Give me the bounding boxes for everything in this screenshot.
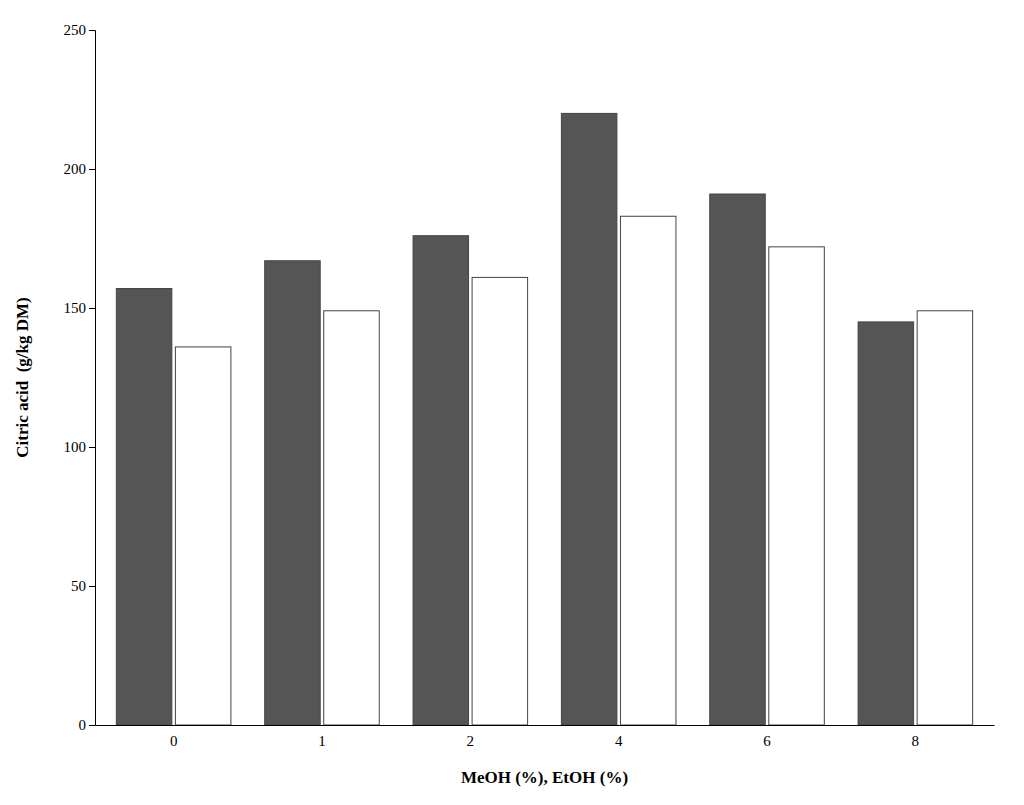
tick: 8 [912, 733, 920, 749]
bar [265, 261, 321, 725]
bar [858, 322, 914, 725]
plot: 0 1 2 4 6 8 0 50 100 150 200 250 [64, 22, 995, 748]
bar [116, 289, 172, 725]
tick-mark [89, 447, 95, 448]
tick: 6 [763, 733, 771, 749]
series [175, 216, 972, 725]
tick: 4 [615, 733, 623, 749]
tick-label: 150 [64, 300, 87, 316]
tick: 150 [64, 300, 96, 316]
tick-label: 2 [467, 733, 475, 749]
tick: 200 [64, 161, 96, 177]
tick-mark [89, 725, 95, 726]
tick-label: 250 [64, 22, 87, 38]
series [116, 113, 913, 725]
bar [620, 216, 676, 725]
tick-label: 1 [318, 733, 326, 749]
bar [324, 311, 380, 725]
axis-line [89, 31, 96, 726]
x-axis: 0 1 2 4 6 8 [96, 726, 995, 749]
tick: 1 [318, 733, 326, 749]
chart: 0 1 2 4 6 8 0 50 100 150 200 250 MeOH (%), EtOH (%) C… [0, 0, 1024, 805]
tick-label: 8 [912, 733, 920, 749]
tick-mark [89, 30, 95, 31]
tick-mark [89, 169, 95, 170]
tick-mark [89, 586, 95, 587]
bar [413, 236, 469, 725]
tick: 50 [71, 578, 95, 594]
tick-label: 50 [71, 578, 86, 594]
tick-label: 4 [615, 733, 623, 749]
tick-label: 0 [79, 717, 87, 733]
y-axis: 0 50 100 150 200 250 [64, 22, 96, 733]
tick-label: 6 [763, 733, 771, 749]
tick-label: 100 [64, 439, 87, 455]
bar [472, 277, 528, 725]
tick-mark [89, 308, 95, 309]
y-axis-title: Citric acid (g/kg DM) [13, 297, 32, 458]
bar [710, 194, 766, 725]
tick: 250 [64, 22, 96, 38]
x-axis-title: MeOH (%), EtOH (%) [461, 768, 628, 787]
tick: 0 [79, 717, 96, 733]
tick: 0 [170, 733, 178, 749]
bar [917, 311, 973, 725]
bars [116, 113, 972, 725]
tick: 2 [467, 733, 475, 749]
bar [175, 347, 231, 725]
bar [769, 247, 825, 725]
tick: 100 [64, 439, 96, 455]
tick-label: 0 [170, 733, 178, 749]
bar [561, 113, 617, 725]
tick-label: 200 [64, 161, 87, 177]
axis-line [96, 725, 995, 726]
